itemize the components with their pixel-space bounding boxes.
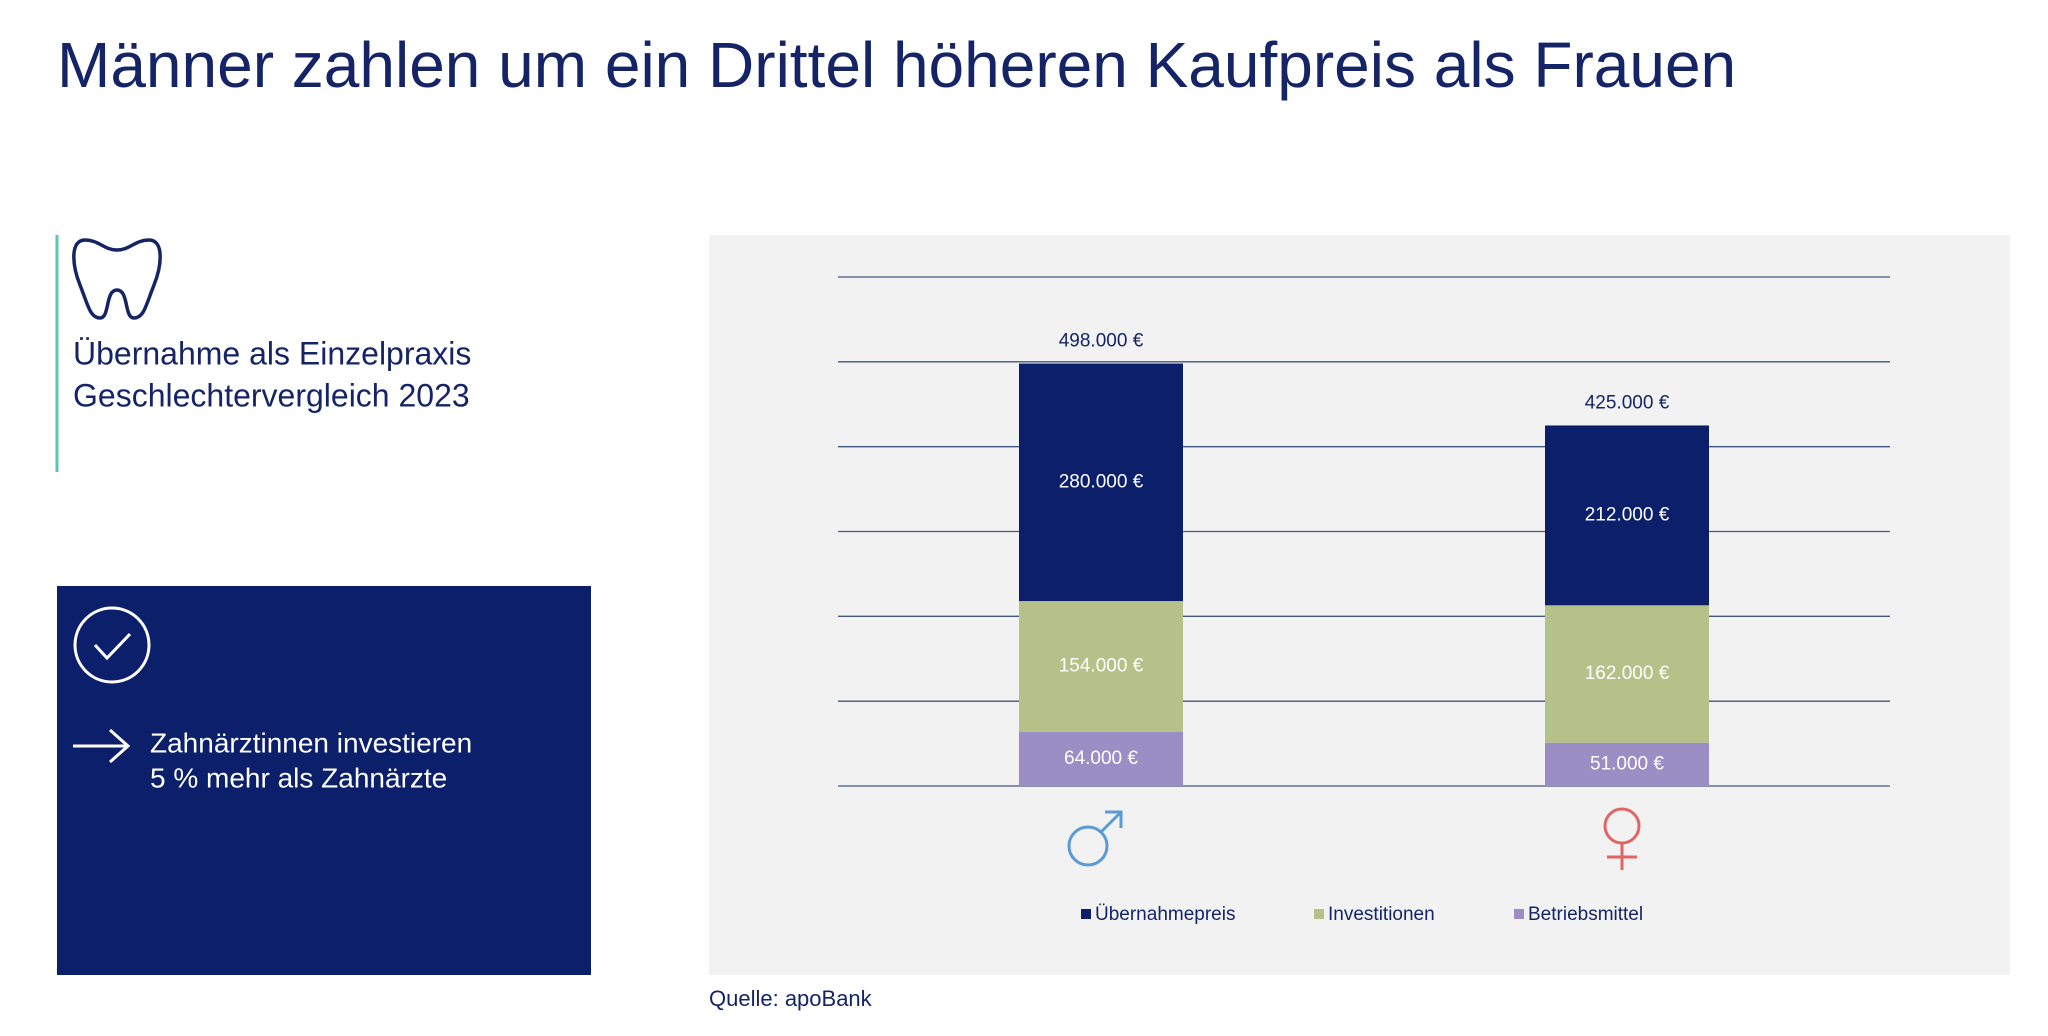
arrow-icon	[73, 728, 131, 764]
bar-segment	[1019, 363, 1183, 602]
male-symbol	[1067, 825, 1109, 867]
bar-segment	[1545, 425, 1709, 606]
page-title: Männer zahlen um ein Drittel höheren Kau…	[57, 29, 1736, 101]
legend-label: Investitionen	[1328, 904, 1435, 925]
bar-label: 64.000 €	[1064, 748, 1138, 769]
bar-segment	[1019, 601, 1183, 732]
bar-segment	[1545, 605, 1709, 743]
highlight-line: 5 % mehr als Zahnärzte	[150, 762, 447, 793]
bar-segment	[1019, 731, 1183, 786]
bar-segment	[1545, 742, 1709, 786]
bar-label: 280.000 €	[1059, 471, 1144, 492]
panel-line: Geschlechtervergleich 2023	[73, 377, 470, 413]
plot: 64.000 € 154.000 € 280.000 € 498.000 € 51.00…	[838, 276, 1890, 925]
check-mark	[93, 632, 132, 661]
source: Quelle: apoBank	[709, 986, 873, 1011]
legend-swatch	[1314, 909, 1324, 919]
bar-label: 162.000 €	[1585, 663, 1670, 684]
highlight-box	[57, 586, 591, 975]
total-label: 425.000 €	[1585, 392, 1670, 413]
legend-swatch	[1514, 909, 1524, 919]
bar-label: 212.000 €	[1585, 504, 1670, 525]
bar-label: 154.000 €	[1059, 655, 1144, 676]
highlight-line: Zahnärztinnen investieren	[150, 727, 472, 758]
tooth-icon	[72, 238, 162, 320]
legend-label: Betriebsmittel	[1528, 904, 1643, 925]
male-symbol	[1099, 810, 1123, 834]
legend-label: Übernahmepreis	[1095, 904, 1235, 925]
legend-swatch	[1081, 909, 1091, 919]
chart-panel	[709, 235, 2010, 975]
total-label: 498.000 €	[1059, 331, 1144, 352]
bar-label: 51.000 €	[1590, 753, 1664, 774]
check-circle	[73, 606, 151, 684]
female-symbol	[1607, 843, 1637, 870]
panel-line: Übernahme als Einzelpraxis	[73, 335, 471, 371]
